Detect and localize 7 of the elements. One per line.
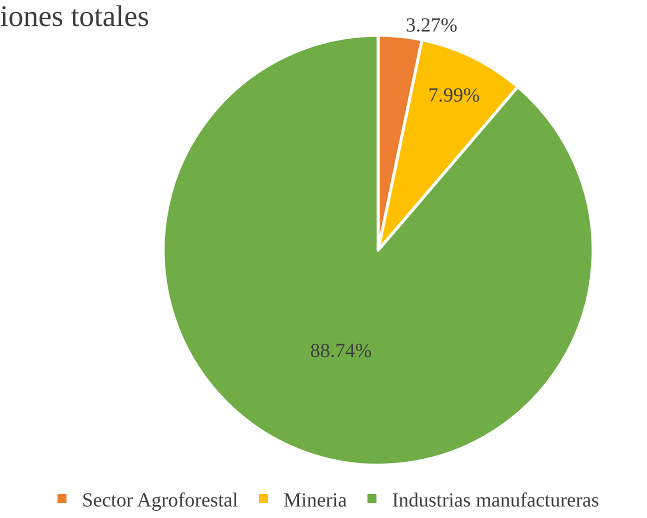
data-label: 3.27% — [406, 14, 458, 36]
legend-label: Sector Agroforestal — [82, 489, 239, 512]
data-label: 7.99% — [428, 84, 480, 107]
legend-label: Mineria — [284, 489, 347, 512]
legend-label: Industrias manufactureras — [392, 489, 600, 512]
chart-title: iones totales — [0, 0, 150, 34]
data-label: 88.74% — [310, 340, 372, 362]
